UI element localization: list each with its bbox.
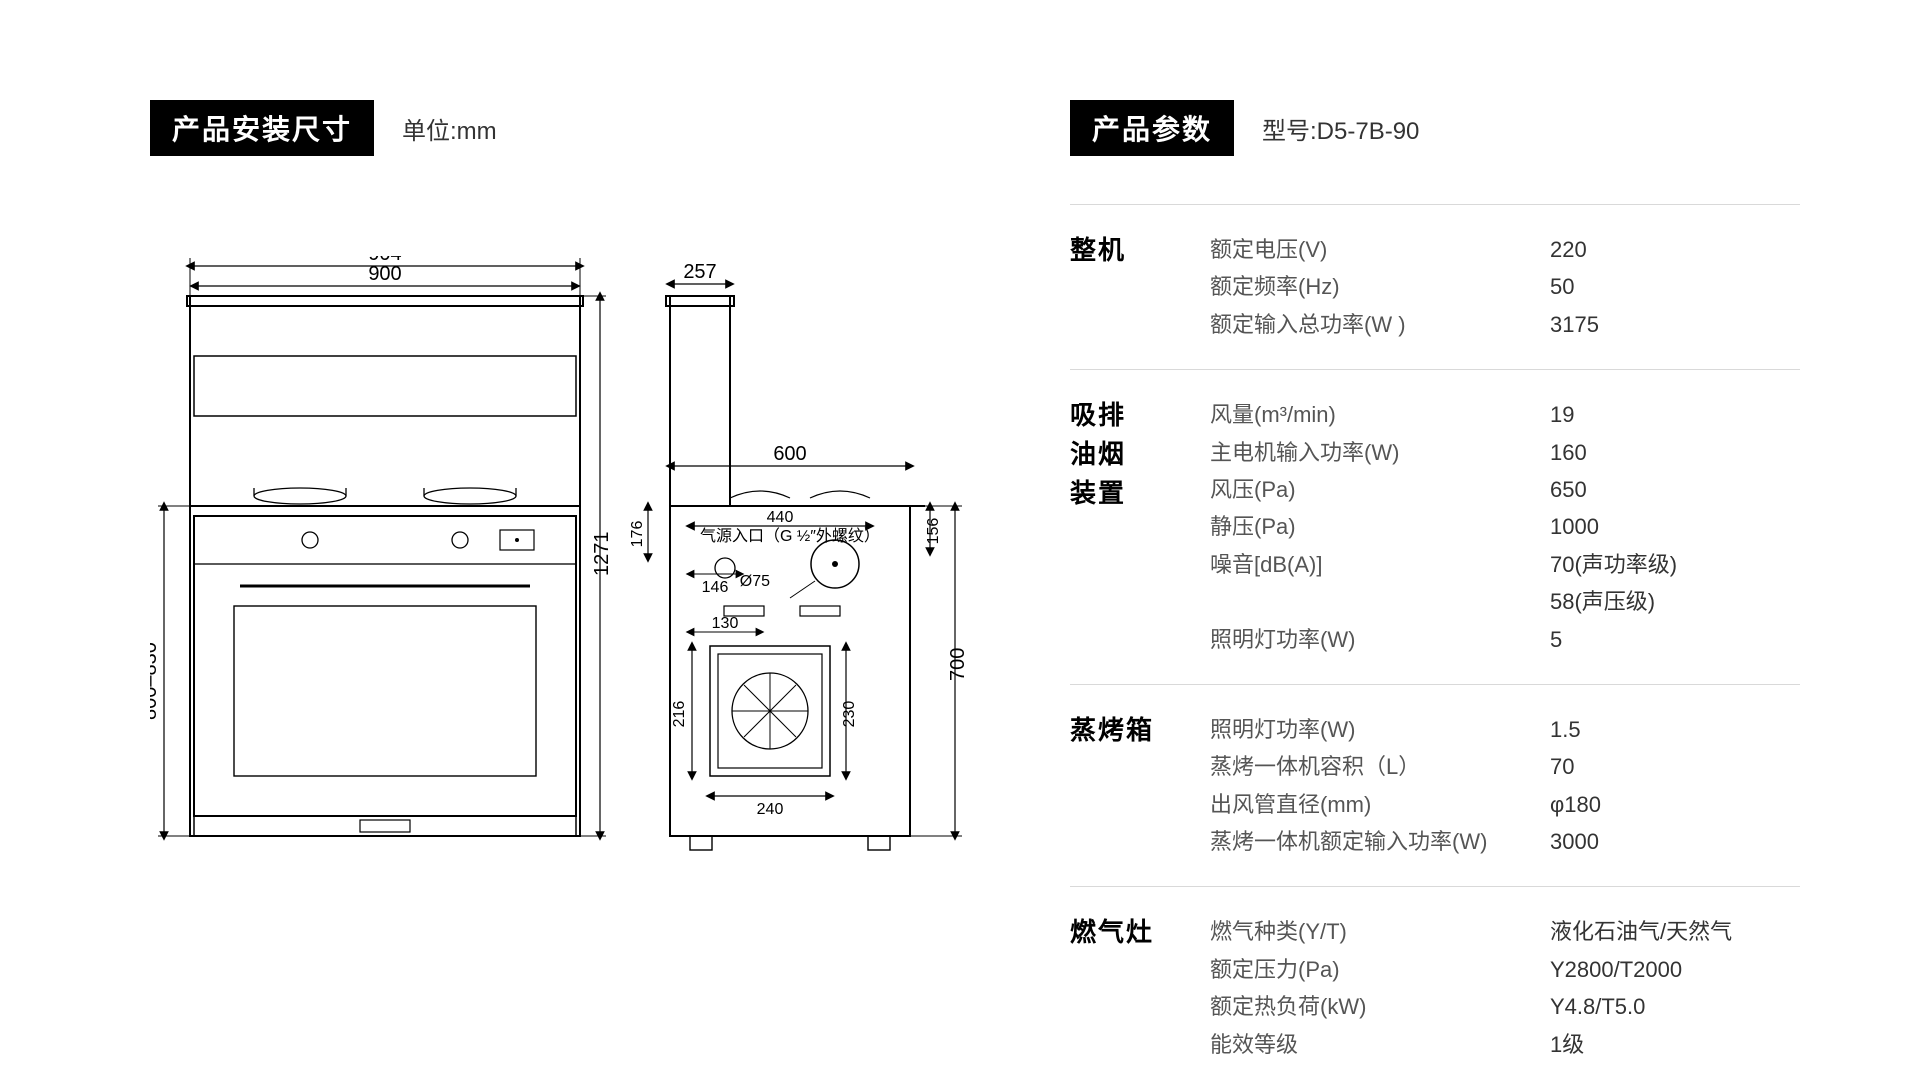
spec-section: 吸排油烟装置风量(m³/min)19主电机输入功率(W)160风压(Pa)650… [1070,369,1800,684]
spec-row: 静压(Pa)1000 [1210,508,1800,545]
svg-text:700: 700 [947,648,969,681]
spec-section: 蒸烤箱照明灯功率(W)1.5蒸烤一体机容积（L）70出风管直径(mm)φ180蒸… [1070,684,1800,887]
spec-label: 风压(Pa) [1210,471,1550,508]
spec-row: 蒸烤一体机容积（L）70 [1210,748,1800,785]
spec-value: 3175 [1550,306,1800,343]
spec-rows: 额定电压(V)220额定频率(Hz)50额定输入总功率(W )3175 [1210,231,1800,343]
spec-category: 蒸烤箱 [1070,711,1210,750]
spec-row: 噪音[dB(A)]70(声功率级)58(声压级) [1210,546,1800,621]
svg-text:1271: 1271 [591,532,613,577]
spec-row: 额定输入总功率(W )3175 [1210,306,1800,343]
right-header: 产品参数 型号:D5-7B-90 [1070,100,1800,156]
spec-value: 160 [1550,434,1800,471]
spec-label: 蒸烤一体机额定输入功率(W) [1210,823,1550,860]
front-view: 904 900 [150,256,613,836]
svg-text:600: 600 [773,443,806,465]
spec-value: 19 [1550,396,1800,433]
spec-label: 主电机输入功率(W) [1210,434,1550,471]
left-header: 产品安装尺寸 单位:mm [150,100,990,156]
spec-label: 蒸烤一体机容积（L） [1210,748,1550,785]
spec-row: 出风管直径(mm)φ180 [1210,786,1800,823]
spec-rows: 风量(m³/min)19主电机输入功率(W)160风压(Pa)650静压(Pa)… [1210,396,1800,658]
svg-text:800–830: 800–830 [150,642,161,720]
spec-label: 额定电压(V) [1210,231,1550,268]
spec-value: 50 [1550,268,1800,305]
spec-row: 主电机输入功率(W)160 [1210,434,1800,471]
spec-value: Y2800/T2000 [1550,951,1800,988]
spec-row: 额定频率(Hz)50 [1210,268,1800,305]
spec-value: φ180 [1550,786,1800,823]
spec-label: 额定输入总功率(W ) [1210,306,1550,343]
spec-row: 额定压力(Pa)Y2800/T2000 [1210,951,1800,988]
spec-value: 1级 [1550,1026,1800,1063]
install-dimensions-panel: 产品安装尺寸 单位:mm 90 [0,0,1030,1080]
spec-table: 整机额定电压(V)220额定频率(Hz)50额定输入总功率(W )3175吸排油… [1070,204,1800,1089]
spec-label: 额定热负荷(kW) [1210,988,1550,1025]
spec-title-tag: 产品参数 [1070,100,1234,156]
spec-value: 液化石油气/天然气 [1550,913,1800,950]
svg-text:156: 156 [925,518,942,545]
spec-row: 照明灯功率(W)1.5 [1210,711,1800,748]
page: 产品安装尺寸 单位:mm 90 [0,0,1920,1080]
spec-row: 风压(Pa)650 [1210,471,1800,508]
spec-value: 1.5 [1550,711,1800,748]
spec-label: 静压(Pa) [1210,508,1550,545]
svg-text:440: 440 [767,509,794,526]
spec-row: 能效等级1级 [1210,1026,1800,1063]
unit-label: 单位:mm [402,111,497,146]
spec-section: 燃气灶燃气种类(Y/T)液化石油气/天然气额定压力(Pa)Y2800/T2000… [1070,886,1800,1089]
svg-text:176: 176 [629,521,646,548]
spec-label: 额定压力(Pa) [1210,951,1550,988]
spec-value: Y4.8/T5.0 [1550,988,1800,1025]
spec-category: 燃气灶 [1070,913,1210,952]
spec-value: 5 [1550,621,1800,658]
spec-row: 额定电压(V)220 [1210,231,1800,268]
spec-label: 燃气种类(Y/T) [1210,913,1550,950]
spec-row: 燃气种类(Y/T)液化石油气/天然气 [1210,913,1800,950]
diagram-svg: 904 900 [150,256,990,876]
svg-text:130: 130 [712,615,739,632]
spec-value: 70(声功率级)58(声压级) [1550,546,1800,621]
spec-value: 70 [1550,748,1800,785]
model-label: 型号:D5-7B-90 [1262,111,1419,146]
spec-section: 整机额定电压(V)220额定频率(Hz)50额定输入总功率(W )3175 [1070,204,1800,369]
spec-rows: 燃气种类(Y/T)液化石油气/天然气额定压力(Pa)Y2800/T2000额定热… [1210,913,1800,1063]
spec-category: 整机 [1070,231,1210,270]
spec-label: 照明灯功率(W) [1210,621,1550,658]
svg-text:240: 240 [757,801,784,818]
technical-diagram: 904 900 [150,256,990,876]
spec-label: 照明灯功率(W) [1210,711,1550,748]
spec-label: 能效等级 [1210,1026,1550,1063]
spec-row: 蒸烤一体机额定输入功率(W)3000 [1210,823,1800,860]
side-view: 257 600 [629,261,969,850]
spec-panel: 产品参数 型号:D5-7B-90 整机额定电压(V)220额定频率(Hz)50额… [1030,0,1920,1080]
svg-text:216: 216 [671,701,688,728]
spec-value: 1000 [1550,508,1800,545]
svg-text:257: 257 [683,261,716,283]
svg-text:气源入口（G ½″外螺纹）: 气源入口（G ½″外螺纹） [700,527,880,545]
spec-label: 风量(m³/min) [1210,396,1550,433]
install-title-tag: 产品安装尺寸 [150,100,374,156]
spec-row: 风量(m³/min)19 [1210,396,1800,433]
svg-text:146: 146 [702,579,729,596]
spec-row: 额定热负荷(kW)Y4.8/T5.0 [1210,988,1800,1025]
spec-label: 出风管直径(mm) [1210,786,1550,823]
spec-value: 3000 [1550,823,1800,860]
spec-value: 650 [1550,471,1800,508]
svg-text:230: 230 [841,701,858,728]
svg-text:900: 900 [368,263,401,285]
spec-label: 额定频率(Hz) [1210,268,1550,305]
spec-value: 220 [1550,231,1800,268]
spec-row: 照明灯功率(W)5 [1210,621,1800,658]
spec-label: 噪音[dB(A)] [1210,546,1550,621]
svg-text:Ø75: Ø75 [740,573,770,590]
spec-category: 吸排油烟装置 [1070,396,1210,513]
spec-rows: 照明灯功率(W)1.5蒸烤一体机容积（L）70出风管直径(mm)φ180蒸烤一体… [1210,711,1800,861]
